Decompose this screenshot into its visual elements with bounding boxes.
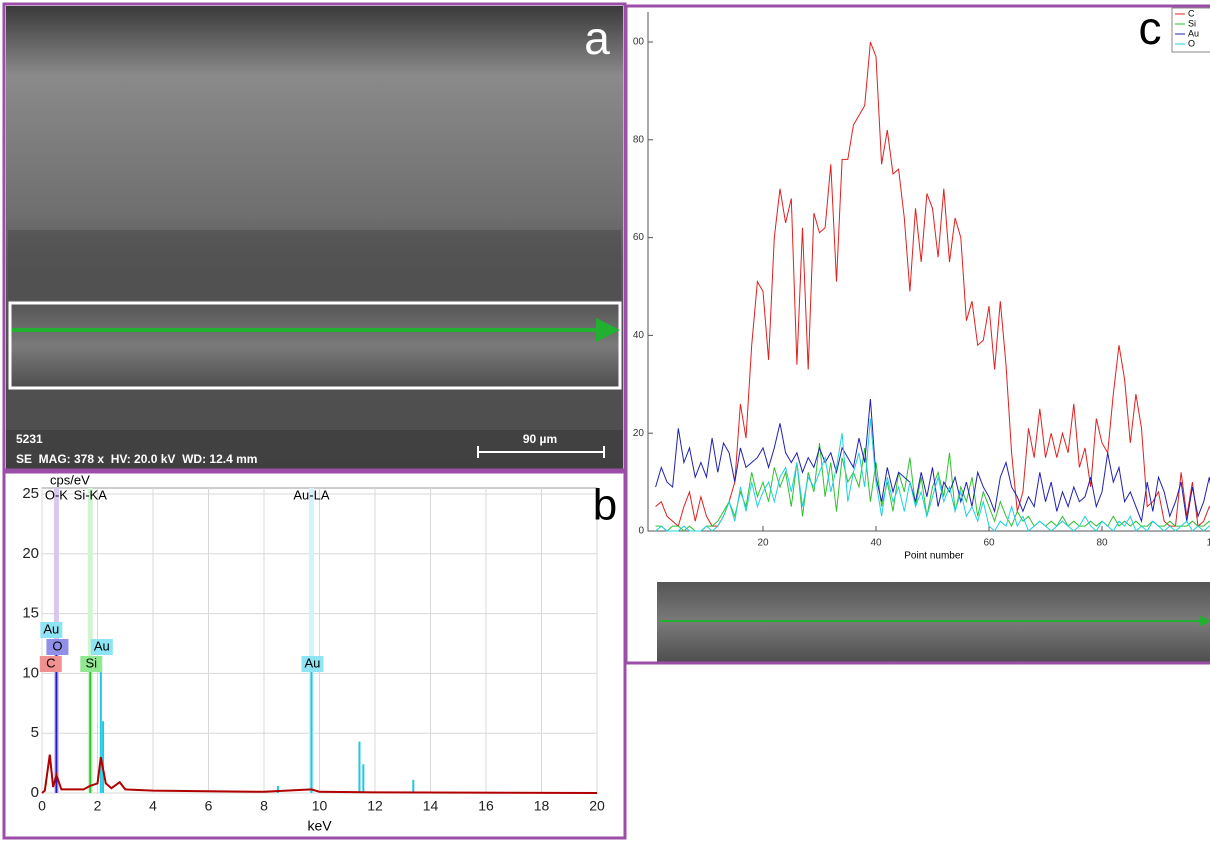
x-tick-label: 20	[757, 538, 769, 549]
peak-label: O-K	[45, 487, 68, 502]
y-tick-label: 25	[22, 485, 39, 502]
x-tick-label: 6	[205, 798, 213, 814]
element-marker	[301, 656, 324, 672]
info-bar	[6, 430, 623, 469]
sem-layer	[8, 390, 621, 430]
scan-line	[655, 398, 1210, 524]
scale-bar-label: 90 µm	[523, 432, 557, 446]
panel-label: a	[584, 12, 610, 64]
x-axis-label: Point number	[904, 551, 964, 562]
element-label: Au	[304, 655, 320, 670]
x-tick-label: 10	[312, 798, 328, 814]
element-label: C	[46, 655, 55, 670]
x-tick-label: 80	[1096, 538, 1108, 549]
x-tick-label: 2	[94, 798, 102, 814]
element-marker	[39, 656, 62, 672]
x-tick-label: 20	[589, 798, 605, 814]
legend-label: Si	[1188, 18, 1196, 28]
y-tick-label: 10	[22, 664, 39, 681]
legend-label: C	[1188, 8, 1195, 18]
peak-label: Au-LA	[293, 487, 329, 502]
spectrum-panel: 0 5 10 15 20 25 0 2 4 6 8 10 12 14 16 18 20 keV cps/eVO-K S…	[22, 472, 617, 833]
x-tick-label: 14	[423, 798, 439, 814]
element-marker	[40, 622, 63, 638]
sem-layer	[8, 230, 621, 300]
y-tick-label: 00	[633, 37, 645, 48]
x-tick-label: 0	[38, 798, 46, 814]
panel-border	[624, 4, 1210, 665]
element-marker	[46, 639, 69, 655]
element-label: Si	[86, 655, 98, 670]
element-marker	[80, 656, 103, 672]
scale-bar	[477, 446, 605, 458]
element-label: Au	[94, 638, 110, 653]
axes	[647, 12, 1210, 532]
x-tick-label: 100	[1207, 538, 1210, 549]
x-tick-label: 60	[983, 538, 995, 549]
spectrum-line	[41, 754, 598, 794]
scan-box	[8, 301, 622, 390]
panel-label: c	[1139, 2, 1162, 54]
y-tick-label: 80	[633, 134, 645, 145]
legend	[1171, 7, 1210, 53]
y-tick-label: 5	[31, 724, 39, 741]
panel-label: b	[593, 481, 617, 530]
element-label: Au	[43, 621, 59, 636]
line-scan-panel: 0 20 40 60 80 00 20 40 60 80 100 Point number CSiAuO…	[633, 2, 1210, 662]
y-tick-label: 0	[31, 784, 39, 801]
x-tick-label: 4	[149, 798, 157, 814]
scan-line	[655, 41, 1210, 528]
legend-label: Au	[1188, 28, 1199, 38]
x-tick-label: 40	[870, 538, 882, 549]
sem-image: a 5231 SE MAG: 378 x HV: 20.0 kV WD: 12.…	[6, 6, 623, 469]
x-tick-label: 8	[260, 798, 268, 814]
peak-label: Si-KA	[74, 487, 108, 502]
sample-id: 5231	[16, 432, 43, 446]
x-tick-label: 16	[478, 798, 494, 814]
x-tick-label: 12	[367, 798, 383, 814]
y-tick-label: 60	[633, 232, 645, 243]
y-tick-label: 20	[22, 545, 39, 562]
element-marker	[90, 639, 113, 655]
y-axis-label: cps/eV	[50, 472, 90, 487]
y-tick-label: 15	[22, 605, 39, 622]
scan-line	[655, 418, 1210, 532]
x-tick-label: 18	[534, 798, 550, 814]
y-tick-label: 20	[633, 428, 645, 439]
element-label: O	[52, 638, 62, 653]
x-axis-label: keV	[307, 818, 332, 834]
y-tick-label: 40	[633, 330, 645, 341]
legend-label: O	[1188, 38, 1195, 48]
sem-info: SE MAG: 378 x HV: 20.0 kV WD: 12.4 mm	[16, 452, 257, 466]
y-tick-label: 0	[638, 526, 644, 537]
